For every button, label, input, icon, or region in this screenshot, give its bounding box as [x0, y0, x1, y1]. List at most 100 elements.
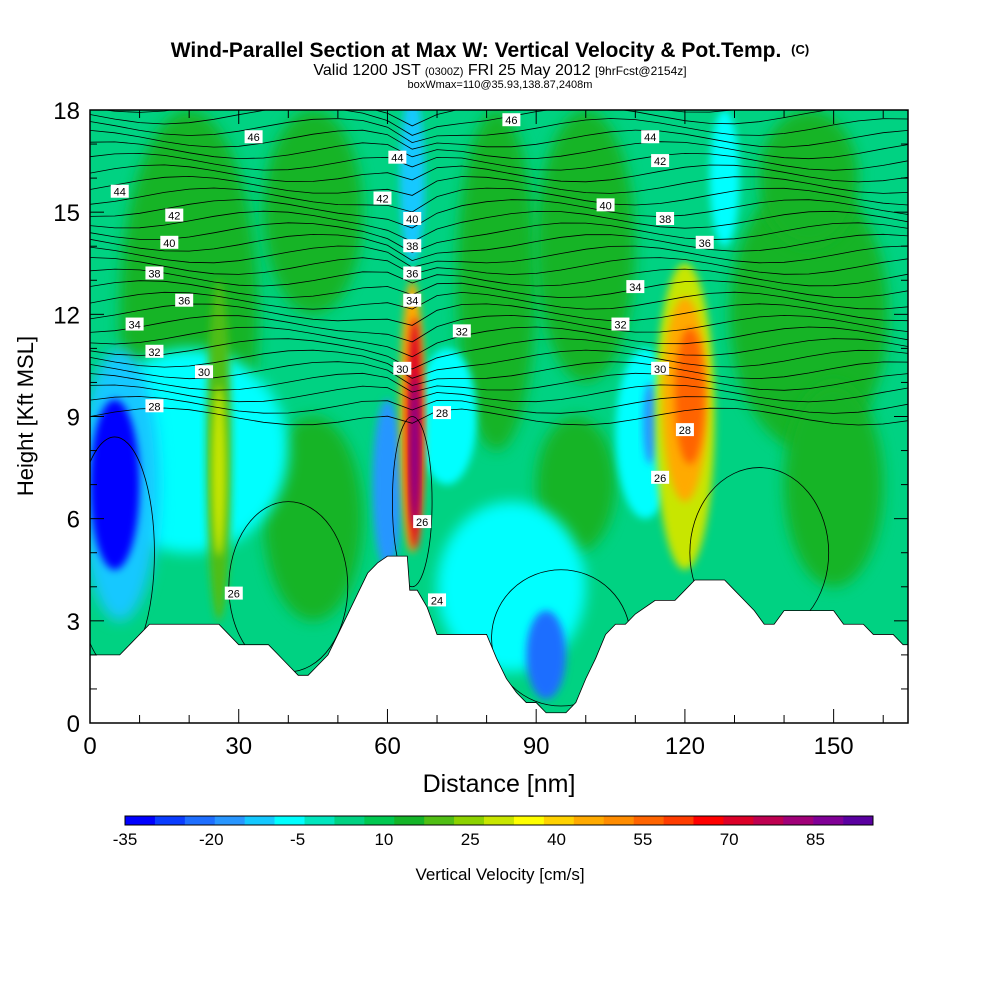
theta-label-text: 40: [406, 214, 418, 226]
theta-label-text: 38: [406, 241, 418, 253]
theta-contour: [90, 338, 908, 370]
velocity-patch: [674, 327, 705, 465]
velocity-patch: [784, 382, 884, 587]
theta-contour: [90, 199, 908, 229]
theta-label: 36: [175, 293, 194, 308]
theta-label: 36: [403, 266, 422, 280]
theta-label-text: 44: [391, 153, 403, 165]
theta-label: 32: [145, 344, 164, 359]
theta-label-text: 44: [114, 187, 126, 199]
chart-title-text: Wind-Parallel Section at Max W: Vertical…: [171, 39, 782, 62]
theta-label: 38: [403, 239, 422, 253]
colorbar-tick-label: -35: [113, 830, 138, 849]
theta-contour: [90, 164, 908, 183]
theta-contours: [90, 110, 908, 707]
chart-title-mark: (C): [791, 42, 809, 57]
subtitle-valid: Valid 1200 JST: [313, 62, 421, 79]
velocity-patch: [759, 110, 859, 247]
theta-label-text: 38: [148, 268, 160, 280]
theta-label: 42: [373, 191, 392, 206]
theta-contour: [90, 303, 908, 326]
terrain: [90, 555, 908, 723]
colorbar-swatch: [184, 816, 216, 825]
theta-contour: [90, 349, 908, 379]
theta-label: 44: [388, 150, 407, 165]
theta-label-text: 38: [659, 214, 671, 226]
x-tick-labels: 0 30 60 90 120 150: [83, 733, 853, 760]
theta-contour: [90, 175, 908, 196]
theta-label: 46: [244, 130, 263, 144]
colorbar-swatch: [304, 816, 335, 825]
velocity-patch: [263, 416, 363, 621]
theta-label: 28: [432, 406, 451, 420]
colorbar-tick-label: 85: [806, 830, 825, 849]
x-axis-label: Distance [nm]: [423, 770, 576, 798]
colorbar-swatch: [693, 816, 724, 825]
y-tick-label: 15: [53, 200, 80, 227]
subtitle-date: FRI 25 May 2012: [468, 62, 591, 79]
x-tick-label: 0: [83, 733, 96, 760]
colorbar-swatch: [274, 816, 305, 825]
theta-label-text: 32: [456, 326, 468, 338]
y-axis-label: Height [Kft MSL]: [13, 336, 38, 496]
velocity-patch: [410, 375, 420, 526]
theta-label-text: 26: [228, 589, 240, 601]
theta-label: 28: [145, 399, 164, 413]
theta-label: 40: [160, 235, 179, 250]
theta-label-text: 30: [396, 364, 408, 376]
theta-label: 34: [626, 280, 645, 294]
theta-contour: [90, 210, 908, 243]
y-tick-label: 12: [53, 302, 80, 329]
theta-label: 24: [428, 593, 447, 607]
y-tick-label: 9: [67, 405, 80, 432]
colorbar-swatch: [543, 816, 575, 825]
theta-contour: [90, 407, 908, 426]
x-tick-label: 150: [814, 733, 854, 760]
velocity-patch: [709, 110, 740, 247]
colorbar-swatch: [753, 816, 784, 825]
theta-label-text: 32: [614, 320, 626, 332]
theta-label-text: 32: [148, 347, 160, 359]
colorbar-swatch: [125, 816, 156, 825]
colorbar-swatch: [424, 816, 455, 825]
theta-label-text: 40: [599, 200, 611, 212]
velocity-patch: [263, 110, 363, 315]
colorbar-swatch: [843, 816, 874, 825]
theta-contour: [90, 233, 908, 262]
theta-label: 30: [651, 361, 670, 376]
colorbar-swatch: [244, 816, 275, 825]
theta-label-text: 36: [406, 268, 418, 280]
colorbar-tick-label: -20: [199, 830, 224, 849]
theta-label: 34: [403, 293, 422, 308]
theta-label-text: 28: [436, 408, 448, 420]
colorbar-tick-labels: -35 -20 -5 10 25 40 55 70 85: [113, 830, 825, 849]
colorbar-swatch: [334, 816, 365, 825]
colorbar-swatch: [364, 816, 395, 825]
theta-label: 46: [502, 113, 521, 127]
theta-label: 26: [413, 515, 432, 529]
theta-label-text: 36: [178, 296, 190, 308]
velocity-patch: [90, 399, 140, 570]
theta-label-text: 26: [654, 473, 666, 485]
theta-label: 26: [651, 470, 670, 485]
colorbar-tick-label: 10: [374, 830, 393, 849]
theta-contour: [90, 129, 908, 150]
y-tick-label: 6: [67, 507, 80, 534]
theta-label-text: 30: [654, 364, 666, 376]
colorbar-swatch: [454, 816, 485, 825]
theta-label-text: 36: [699, 238, 711, 250]
theta-label: 26: [224, 586, 243, 601]
theta-label-text: 44: [644, 132, 656, 144]
subtitle-fcst: [9hrFcst@2154z]: [595, 64, 687, 78]
theta-label: 42: [651, 154, 670, 168]
subtitle-zulu: (0300Z): [425, 66, 464, 78]
axis-ticks: [89, 109, 908, 724]
theta-contour: [90, 280, 908, 299]
colorbar-tick-label: 55: [633, 830, 652, 849]
theta-label: 40: [403, 211, 422, 226]
colorbar-swatch: [633, 816, 664, 825]
theta-label-text: 34: [629, 282, 641, 294]
y-tick-label: 3: [67, 609, 80, 636]
plot-area: 46 46 44 44 44 42 42 42 40 40 40 38 38 38 36 36 36 34 34 34…: [90, 110, 908, 723]
theta-contour: [90, 384, 908, 403]
